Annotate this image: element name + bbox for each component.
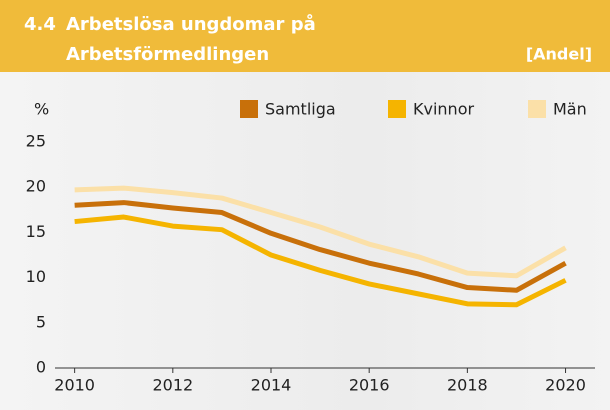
series-line	[74, 185, 567, 279]
series-line	[74, 200, 567, 293]
y-tick-label: 15	[26, 222, 46, 241]
legend-swatch	[528, 100, 546, 118]
y-tick-label: 10	[26, 267, 46, 286]
x-tick-label: 2016	[349, 376, 390, 395]
chart-title: Arbetslösa ungdomar på	[66, 13, 316, 35]
series-line	[74, 214, 567, 308]
x-tick-label: 2020	[545, 376, 586, 395]
x-tick-label: 2018	[447, 376, 488, 395]
legend-swatch	[240, 100, 258, 118]
chart-title: Arbetsförmedlingen	[66, 44, 269, 65]
x-tick-label: 2010	[54, 376, 95, 395]
unit-note: [Andel]	[526, 45, 592, 64]
x-tick-label: 2014	[251, 376, 292, 395]
header	[0, 0, 610, 72]
y-axis-label: %	[34, 100, 49, 119]
y-tick-label: 5	[36, 312, 46, 331]
y-tick-label: 20	[26, 177, 46, 196]
legend-label: Samtliga	[265, 100, 336, 119]
legend-label: Män	[553, 100, 587, 119]
legend-swatch	[388, 100, 406, 118]
x-tick-label: 2012	[152, 376, 193, 395]
legend-label: Kvinnor	[413, 100, 474, 119]
y-tick-label: 0	[36, 358, 46, 377]
y-tick-label: 25	[26, 132, 46, 151]
chart-number: 4.4	[24, 14, 56, 35]
